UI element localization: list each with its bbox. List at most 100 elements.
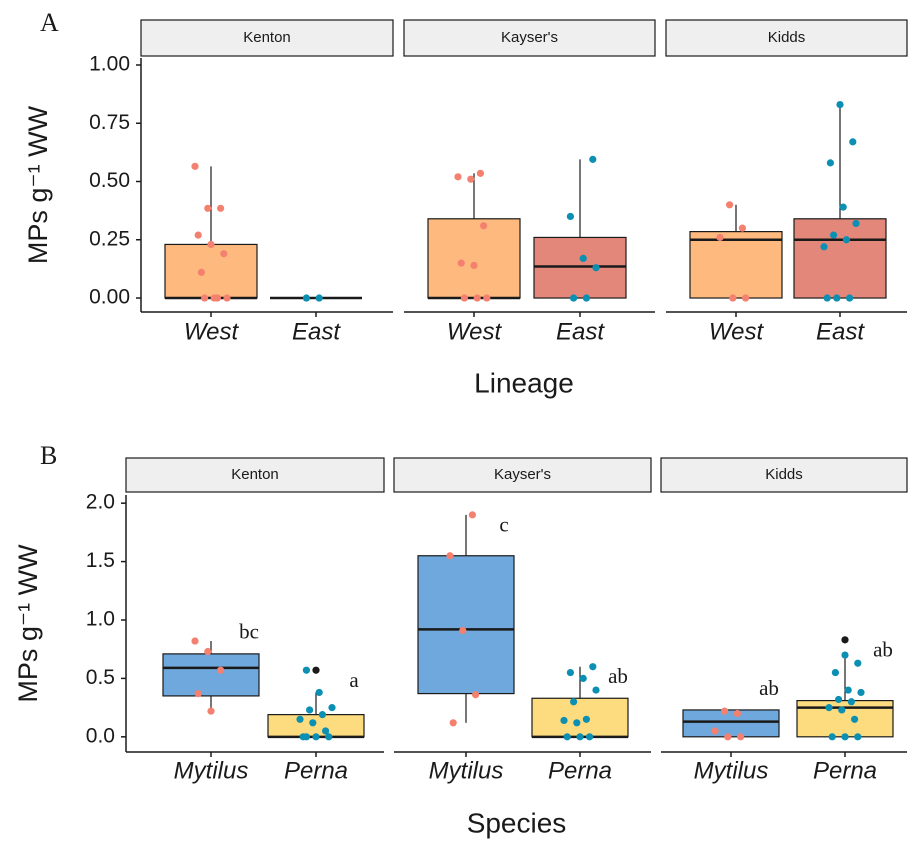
data-point xyxy=(825,704,833,712)
data-point xyxy=(724,733,732,741)
y-tick-label: 0.75 xyxy=(89,111,130,134)
data-point xyxy=(733,709,742,718)
y-tick-label: 0.00 xyxy=(89,286,130,309)
data-point xyxy=(726,201,734,209)
data-point xyxy=(846,294,854,302)
data-point xyxy=(841,733,849,741)
box xyxy=(417,555,515,695)
data-point xyxy=(204,647,212,656)
y-axis-title: MPs g⁻¹ WW xyxy=(23,105,53,264)
strip xyxy=(665,19,908,57)
x-tick-label: East xyxy=(292,318,341,345)
x-axis-title: Lineage xyxy=(474,367,574,398)
data-point xyxy=(454,173,462,181)
x-tick-label: Mytilus xyxy=(694,757,769,784)
data-point xyxy=(573,719,581,727)
strip xyxy=(140,19,394,57)
data-point xyxy=(849,138,857,146)
data-point xyxy=(207,707,215,715)
data-point xyxy=(586,733,594,741)
strip xyxy=(403,19,656,57)
box xyxy=(793,218,887,299)
data-point xyxy=(470,261,478,269)
strip xyxy=(393,457,652,493)
data-point xyxy=(844,686,852,694)
strip-label: Kenton xyxy=(243,29,291,46)
data-point xyxy=(480,222,488,230)
data-point xyxy=(296,715,304,723)
data-point xyxy=(312,733,320,741)
x-tick-label: Perna xyxy=(548,757,612,784)
significance-letter: ab xyxy=(873,638,893,662)
data-point xyxy=(589,663,597,671)
x-tick-label: East xyxy=(556,318,605,345)
data-point xyxy=(309,719,317,727)
strip xyxy=(660,457,908,493)
x-tick-label: West xyxy=(184,318,240,345)
x-tick-label: Perna xyxy=(813,757,877,784)
strip-label: Kidds xyxy=(768,29,806,46)
data-point xyxy=(576,733,584,741)
y-tick-label: 0.50 xyxy=(89,169,130,192)
data-point xyxy=(302,733,310,741)
data-point xyxy=(566,212,575,221)
data-point xyxy=(839,203,847,211)
data-point xyxy=(322,727,330,735)
data-point xyxy=(570,698,578,706)
box xyxy=(682,709,780,738)
data-point xyxy=(449,719,457,727)
x-tick-label: Mytilus xyxy=(174,757,249,784)
strip-label: Kayser's xyxy=(494,466,551,483)
y-tick-label: 1.0 xyxy=(86,608,115,631)
data-point xyxy=(328,704,336,712)
x-tick-label: Mytilus xyxy=(429,757,504,784)
data-point xyxy=(828,733,836,741)
x-tick-label: West xyxy=(709,318,765,345)
data-point xyxy=(592,686,600,694)
data-point xyxy=(854,733,862,741)
data-point xyxy=(831,668,840,677)
data-point xyxy=(836,101,844,109)
y-tick-label: 1.5 xyxy=(86,549,115,572)
box xyxy=(531,697,629,738)
y-tick-label: 2.0 xyxy=(86,491,115,514)
box xyxy=(796,699,894,738)
data-point xyxy=(833,294,841,302)
y-tick-label: 0.5 xyxy=(86,666,115,689)
data-point xyxy=(446,552,454,560)
data-point xyxy=(194,689,202,698)
y-axis-title: MPs g⁻¹ WW xyxy=(13,544,43,703)
data-point xyxy=(191,637,199,645)
data-point xyxy=(716,233,724,242)
x-tick-label: East xyxy=(816,318,865,345)
data-point xyxy=(483,294,491,302)
y-tick-label: 0.0 xyxy=(86,724,115,747)
y-tick-label: 1.00 xyxy=(89,53,130,76)
strip-label: Kidds xyxy=(765,466,803,483)
data-point xyxy=(826,159,835,167)
panel-label: A xyxy=(40,8,59,37)
data-point xyxy=(830,231,838,239)
x-tick-label: West xyxy=(447,318,503,345)
data-point xyxy=(721,707,729,715)
data-point xyxy=(841,651,849,659)
data-point xyxy=(566,668,575,677)
data-point xyxy=(560,716,568,725)
data-point xyxy=(582,294,591,302)
x-tick-label: Perna xyxy=(284,757,348,784)
data-point xyxy=(217,204,225,212)
data-point xyxy=(220,250,228,258)
data-point xyxy=(847,698,856,706)
panel-label: B xyxy=(40,441,57,470)
data-point xyxy=(204,204,212,212)
significance-letter: ab xyxy=(759,676,779,700)
data-point xyxy=(191,162,199,170)
data-point xyxy=(823,294,831,302)
data-point xyxy=(467,175,475,183)
data-point xyxy=(579,254,587,263)
x-axis-title: Species xyxy=(467,807,567,838)
outlier xyxy=(312,666,320,674)
data-point xyxy=(476,169,484,177)
strip xyxy=(125,457,385,493)
